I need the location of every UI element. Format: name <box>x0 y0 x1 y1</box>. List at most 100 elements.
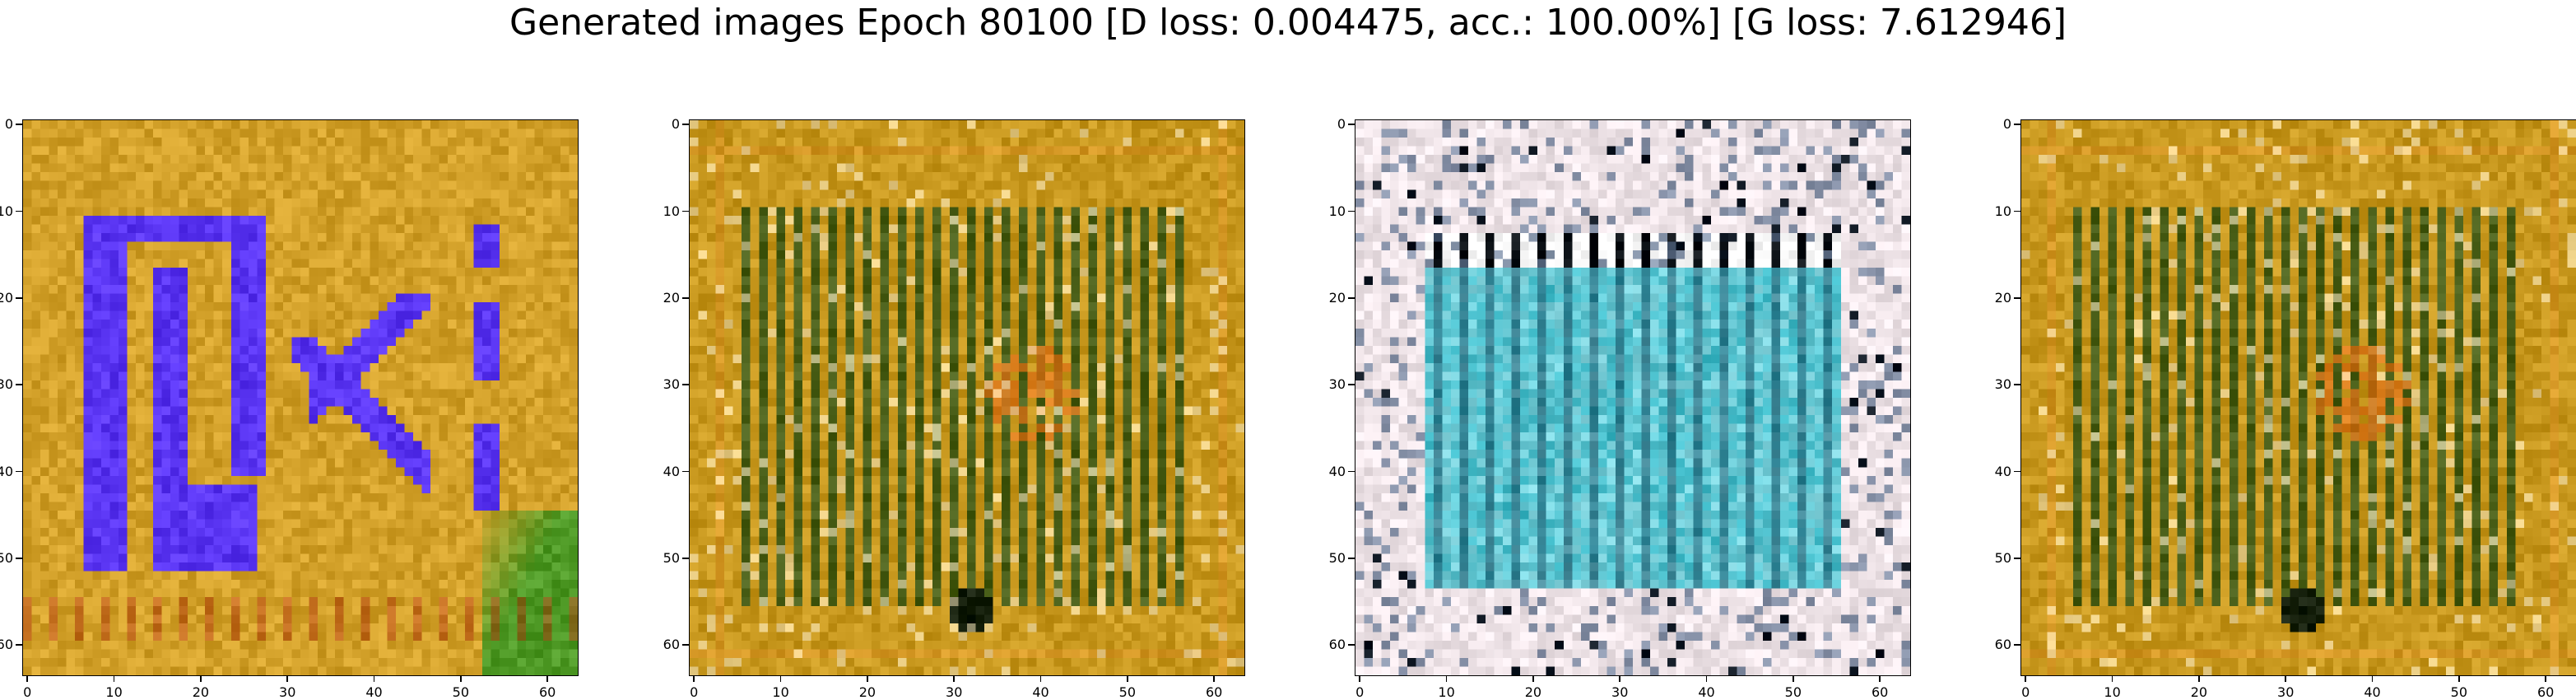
x-tick <box>286 675 288 682</box>
y-tick-label: 40 <box>1328 463 1346 479</box>
y-tick <box>2014 644 2020 646</box>
y-tick <box>16 384 22 385</box>
x-tick-label: 20 <box>858 684 876 700</box>
generated-image-2 <box>690 120 1244 675</box>
x-tick <box>1532 675 1534 682</box>
y-tick <box>682 210 689 212</box>
y-tick <box>682 558 689 559</box>
y-tick-label: 20 <box>663 289 680 306</box>
x-tick-label: 0 <box>690 684 699 700</box>
y-tick <box>16 644 22 646</box>
x-tick <box>779 675 782 682</box>
x-tick-label: 10 <box>2104 684 2121 700</box>
y-tick <box>16 210 22 212</box>
y-tick-label: 20 <box>1328 289 1346 306</box>
x-tick <box>2371 675 2374 682</box>
x-tick <box>200 675 202 682</box>
x-tick <box>26 675 29 682</box>
x-tick <box>2285 675 2286 682</box>
y-tick-label: 50 <box>0 549 13 566</box>
y-tick <box>682 384 689 385</box>
x-tick-label: 60 <box>2536 684 2555 700</box>
y-tick <box>1348 384 1355 385</box>
x-tick <box>953 675 955 682</box>
x-tick <box>1039 675 1042 682</box>
x-tick <box>2198 675 2200 682</box>
y-tick-label: 10 <box>1328 203 1346 219</box>
x-tick <box>113 675 115 682</box>
y-tick-label: 20 <box>1994 289 2011 306</box>
y-tick-label: 50 <box>663 549 680 566</box>
x-tick <box>1127 675 1128 682</box>
x-tick-label: 10 <box>772 684 789 700</box>
x-tick-label: 40 <box>1698 684 1715 700</box>
y-tick-label: 30 <box>1328 376 1346 393</box>
y-tick-label: 30 <box>1994 376 2011 393</box>
x-tick-label: 60 <box>538 684 556 700</box>
x-tick <box>1879 675 1881 682</box>
x-tick <box>1213 675 1215 682</box>
x-tick <box>373 675 375 682</box>
x-tick-label: 10 <box>105 684 123 700</box>
y-tick <box>2014 558 2020 559</box>
y-tick-label: 40 <box>0 463 13 479</box>
x-tick-label: 60 <box>1871 684 1889 700</box>
y-tick <box>1348 210 1355 212</box>
x-tick-label: 40 <box>1032 684 1049 700</box>
y-tick-label: 50 <box>1328 549 1346 566</box>
y-tick-label: 0 <box>671 116 680 133</box>
y-tick <box>16 558 22 559</box>
x-tick <box>460 675 462 682</box>
x-tick-label: 50 <box>452 684 469 700</box>
y-tick <box>2014 470 2020 473</box>
x-tick-label: 30 <box>946 684 963 700</box>
y-tick <box>1348 558 1355 559</box>
y-tick <box>682 470 689 473</box>
y-tick <box>1348 470 1355 473</box>
x-tick-label: 40 <box>365 684 383 700</box>
y-tick-label: 40 <box>663 463 680 479</box>
y-tick-label: 60 <box>0 637 13 653</box>
y-tick-label: 10 <box>663 203 680 219</box>
x-tick-label: 60 <box>1205 684 1223 700</box>
y-tick-label: 60 <box>663 637 680 653</box>
x-tick-label: 50 <box>1118 684 1136 700</box>
y-tick <box>1348 124 1355 126</box>
y-tick-label: 50 <box>1994 549 2011 566</box>
x-tick <box>1793 675 1794 682</box>
y-tick-label: 0 <box>4 116 13 133</box>
y-tick <box>1348 297 1355 299</box>
y-tick <box>682 297 689 299</box>
x-tick-label: 50 <box>1784 684 1802 700</box>
x-tick <box>2458 675 2460 682</box>
x-tick-label: 10 <box>1438 684 1455 700</box>
x-tick-label: 0 <box>1355 684 1365 700</box>
x-tick <box>2025 675 2027 682</box>
x-tick <box>1705 675 1708 682</box>
y-tick <box>16 470 22 473</box>
x-tick-label: 20 <box>1524 684 1542 700</box>
x-tick <box>1619 675 1620 682</box>
y-tick-label: 30 <box>0 376 13 393</box>
y-tick-label: 60 <box>1328 637 1346 653</box>
y-tick <box>2014 384 2020 385</box>
generated-image-4 <box>2021 120 2576 675</box>
x-tick-label: 20 <box>2190 684 2208 700</box>
x-tick <box>546 675 548 682</box>
x-tick <box>1359 675 1361 682</box>
y-tick-label: 10 <box>1994 203 2011 219</box>
y-tick-label: 20 <box>0 289 13 306</box>
x-tick-label: 0 <box>23 684 32 700</box>
x-tick <box>2545 675 2546 682</box>
x-tick-label: 0 <box>2021 684 2030 700</box>
x-tick-label: 30 <box>1611 684 1629 700</box>
generated-image-panel-4: 0 10 20 30 40 50 60 0 10 20 30 40 50 60 <box>1995 117 2576 700</box>
figure-title: Generated images Epoch 80100 [D loss: 0.… <box>509 2 2067 44</box>
x-tick <box>867 675 868 682</box>
y-tick <box>682 644 689 646</box>
x-tick <box>693 675 695 682</box>
x-tick-label: 20 <box>192 684 210 700</box>
y-tick <box>16 124 22 126</box>
x-tick <box>2111 675 2113 682</box>
y-tick-label: 40 <box>1994 463 2011 479</box>
